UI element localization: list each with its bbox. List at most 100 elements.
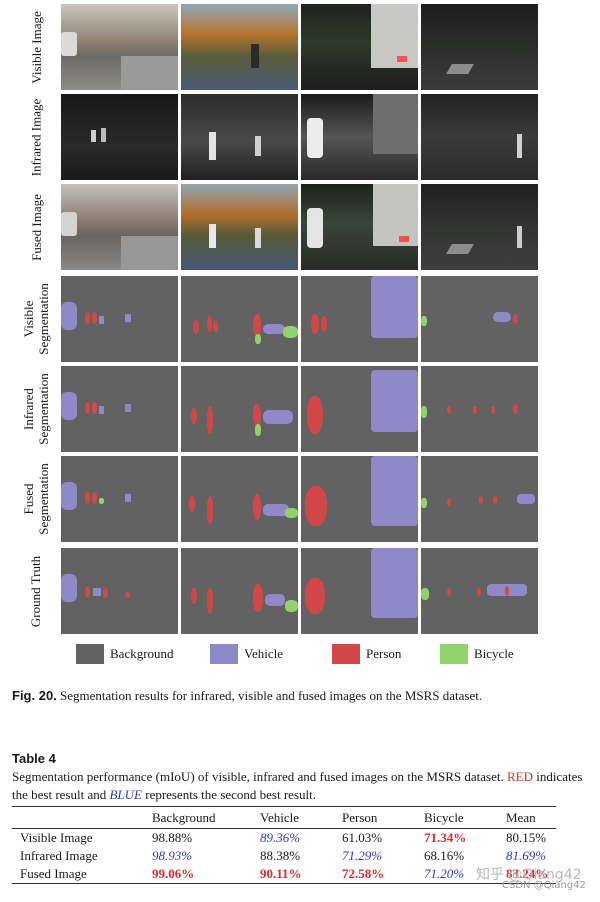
table-header-cell: Person <box>342 810 378 825</box>
visible-image-scene-1 <box>61 4 178 90</box>
table-cell: 71.29% <box>342 848 383 863</box>
ground-truth-scene-4 <box>421 548 538 634</box>
row-label-line: Fused <box>21 483 36 515</box>
row-label-fused-segmentation: Fused Segmentation <box>14 456 58 542</box>
table-description-blue: BLUE <box>109 787 142 802</box>
visible-segmentation-scene-3 <box>301 276 418 362</box>
table-cell: 80.15% <box>506 830 547 845</box>
table-cell: 99.06% <box>152 866 195 881</box>
table-row: Visible Image 98.88% 89.36% 61.03% 71.34… <box>12 829 556 848</box>
row-label-text: Infrared Image <box>28 98 44 176</box>
visible-segmentation-scene-1 <box>61 276 178 362</box>
infrared-segmentation-scene-4 <box>421 366 538 452</box>
row-label-line: Visible <box>21 300 36 338</box>
legend-item-bicycle: Bicycle <box>440 642 514 666</box>
row-label-text-block: Infrared Segmentation <box>21 373 51 445</box>
legend-swatch <box>76 644 104 664</box>
row-label-fused-image: Fused Image <box>14 184 58 270</box>
fused-segmentation-scene-2 <box>181 456 298 542</box>
table-row: Infrared Image 98.93% 88.38% 71.29% 68.1… <box>12 847 556 865</box>
table-cell: 83.24% <box>506 866 549 881</box>
table-header-cell: Mean <box>506 810 536 825</box>
table-row: Fused Image 99.06% 90.11% 72.58% 71.20% … <box>12 865 556 884</box>
fused-image-scene-2 <box>181 184 298 270</box>
legend-item-person: Person <box>332 642 401 666</box>
results-table: Background Vehicle Person Bicycle Mean V… <box>12 806 556 884</box>
table-cell: 72.58% <box>342 866 385 881</box>
fused-image-scene-4 <box>421 184 538 270</box>
row-label-text: Fused Image <box>28 193 44 261</box>
table-description-text: indicates the best result and <box>12 769 583 802</box>
figure-20: Visible Image Infrared Image Fused Image… <box>14 4 546 666</box>
table-header-row: Background Vehicle Person Bicycle Mean <box>12 806 556 829</box>
ground-truth-scene-3 <box>301 548 418 634</box>
ground-truth-scene-2 <box>181 548 298 634</box>
table-cell: 88.38% <box>260 848 301 863</box>
fused-image-scene-1 <box>61 184 178 270</box>
table-cell: 98.88% <box>152 830 193 845</box>
table-cell: 71.34% <box>424 830 467 845</box>
table-description: Segmentation performance (mIoU) of visib… <box>12 768 588 804</box>
legend-swatch <box>440 644 468 664</box>
row-label-line: Segmentation <box>36 373 51 445</box>
infrared-segmentation-scene-1 <box>61 366 178 452</box>
visible-image-scene-3 <box>301 4 418 90</box>
table-title: Table 4 <box>12 751 56 766</box>
visible-image-scene-2 <box>181 4 298 90</box>
table-description-text: represents the second best result. <box>141 787 316 802</box>
table-cell: 71.20% <box>424 866 465 881</box>
table-cell: 89.36% <box>260 830 301 845</box>
row-label-text-block: Visible Segmentation <box>21 283 51 355</box>
table-description-red: RED <box>506 769 533 784</box>
watermark-csdn: CSDN @Qiang42 <box>502 880 586 891</box>
fused-image-scene-3 <box>301 184 418 270</box>
table-cell: 68.16% <box>424 848 465 863</box>
row-label-infrared-image: Infrared Image <box>14 94 58 180</box>
row-label-visible-segmentation: Visible Segmentation <box>14 276 58 362</box>
legend-label: Background <box>110 646 174 661</box>
row-label-line: Segmentation <box>36 283 51 355</box>
fused-segmentation-scene-3 <box>301 456 418 542</box>
visible-segmentation-scene-2 <box>181 276 298 362</box>
infrared-image-scene-2 <box>181 94 298 180</box>
row-label-text: Visible Image <box>28 10 44 84</box>
legend-label: Bicycle <box>474 646 514 661</box>
figure-caption-label: Fig. 20. <box>12 688 57 703</box>
table-header-cell: Background <box>152 810 216 825</box>
table-row-label: Visible Image <box>20 830 93 845</box>
table-cell: 81.69% <box>506 848 547 863</box>
legend-item-vehicle: Vehicle <box>210 642 283 666</box>
watermark-zhihu: 知乎 @Qiang42 <box>476 867 582 883</box>
infrared-image-scene-1 <box>61 94 178 180</box>
table-cell: 90.11% <box>260 866 302 881</box>
infrared-image-scene-4 <box>421 94 538 180</box>
legend-label: Vehicle <box>244 646 283 661</box>
row-label-line: Infrared <box>21 388 36 430</box>
visible-image-scene-4 <box>421 4 538 90</box>
table-header-cell <box>12 807 152 829</box>
row-label-visible-image: Visible Image <box>14 4 58 90</box>
visible-segmentation-scene-4 <box>421 276 538 362</box>
infrared-segmentation-scene-3 <box>301 366 418 452</box>
table-header-cell: Bicycle <box>424 810 464 825</box>
row-label-text-block: Fused Segmentation <box>21 463 51 535</box>
table-description-text: Segmentation performance (mIoU) of visib… <box>12 769 507 784</box>
fused-segmentation-scene-4 <box>421 456 538 542</box>
row-label-line: Segmentation <box>36 463 51 535</box>
infrared-image-scene-3 <box>301 94 418 180</box>
table-row-label: Infrared Image <box>20 848 98 863</box>
legend-item-background: Background <box>76 642 174 666</box>
figure-caption-text: Segmentation results for infrared, visib… <box>56 688 483 703</box>
table-row-label: Fused Image <box>20 866 87 881</box>
infrared-segmentation-scene-2 <box>181 366 298 452</box>
table-header-cell: Vehicle <box>260 810 299 825</box>
table-cell: 98.93% <box>152 848 193 863</box>
fused-segmentation-scene-1 <box>61 456 178 542</box>
ground-truth-scene-1 <box>61 548 178 634</box>
legend-label: Person <box>366 646 402 661</box>
legend: Background Vehicle Person Bicycle <box>76 642 546 666</box>
table-cell: 61.03% <box>342 830 383 845</box>
row-label-text: Ground Truth <box>28 555 44 627</box>
legend-swatch <box>332 644 360 664</box>
legend-swatch <box>210 644 238 664</box>
